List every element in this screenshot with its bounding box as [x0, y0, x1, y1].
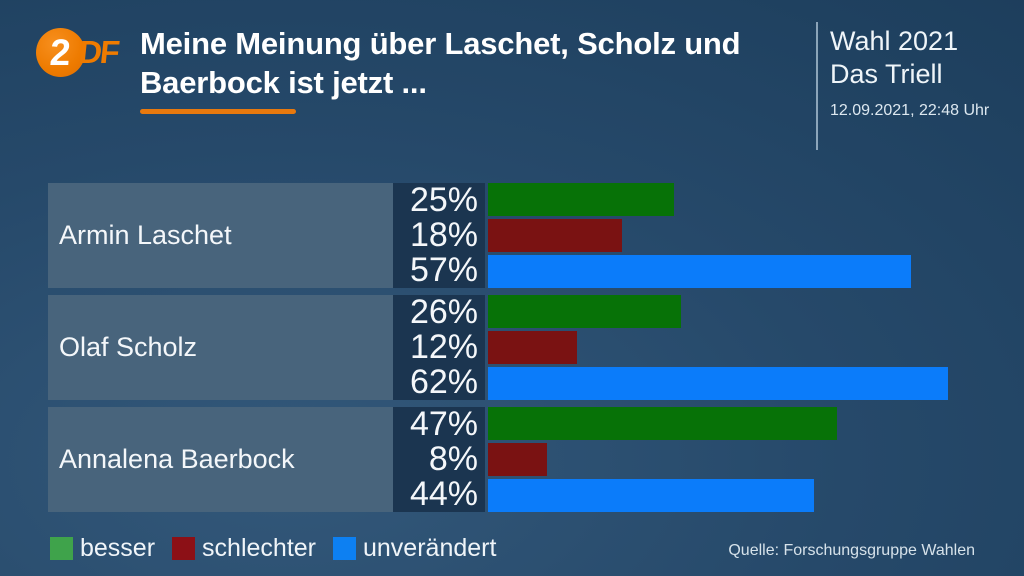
page-title: Meine Meinung über Laschet, Scholz und B… — [140, 24, 741, 102]
bar-schlechter — [488, 219, 622, 252]
chart-row: Olaf Scholz 26% 12% 62% — [48, 295, 949, 400]
value-label-besser: 26% — [409, 293, 478, 331]
chart-row: Annalena Baerbock 47% 8% 44% — [48, 407, 948, 512]
value-column: 47% 8% 44% — [393, 407, 485, 512]
bar-schlechter — [488, 443, 548, 476]
bar-group — [488, 407, 837, 512]
candidate-name: Armin Laschet — [59, 220, 232, 250]
program-name-line-2: Das Triell — [830, 59, 943, 89]
header-divider — [816, 22, 818, 150]
title-line-2: Baerbock ist jetzt ... — [140, 65, 427, 100]
bar-schlechter — [488, 331, 578, 364]
bar-unverändert — [488, 367, 949, 400]
chart-rows: Armin Laschet 25% 18% 57% Olaf Scholz 26% 12% 6… — [48, 183, 949, 512]
program-info: Wahl 2021 Das Triell 12.09.2021, 22:48 U… — [830, 25, 989, 120]
program-name-line-1: Wahl 2021 — [830, 26, 959, 56]
candidate-label-box: Annalena Baerbock — [48, 407, 393, 512]
zdf-logo: 2 DF — [36, 28, 120, 77]
bar-group — [488, 183, 911, 288]
legend-label: schlechter — [202, 534, 316, 562]
zdf-logo-circle-icon: 2 — [36, 28, 85, 77]
title-underline — [140, 109, 296, 114]
value-label-unverändert: 57% — [409, 251, 478, 289]
bar-chart: Armin Laschet 25% 18% 57% Olaf Scholz 26% 12% 6… — [48, 183, 949, 519]
legend: besser schlechter unverändert — [50, 534, 496, 563]
legend-swatch-schlechter — [172, 537, 196, 560]
candidate-name: Olaf Scholz — [59, 332, 198, 362]
value-column: 26% 12% 62% — [393, 295, 485, 400]
value-label-unverändert: 44% — [409, 475, 478, 513]
title-line-1: Meine Meinung über Laschet, Scholz und — [140, 26, 741, 61]
bar-unverändert — [488, 479, 815, 512]
bar-besser — [488, 183, 674, 216]
value-label-schlechter: 18% — [409, 216, 478, 254]
legend-item: unverändert — [333, 534, 496, 563]
legend-label: unverändert — [363, 534, 497, 562]
legend-swatch-unverändert — [333, 537, 356, 560]
value-label-schlechter: 8% — [428, 440, 478, 478]
value-column: 25% 18% 57% — [393, 183, 485, 288]
bar-besser — [488, 407, 837, 440]
candidate-name: Annalena Baerbock — [59, 444, 295, 474]
value-label-schlechter: 12% — [409, 328, 478, 366]
legend-item: besser — [50, 534, 155, 563]
legend-label: besser — [80, 534, 156, 562]
broadcast-timestamp: 12.09.2021, 22:48 Uhr — [830, 102, 990, 119]
zdf-logo-letters: DF — [77, 34, 120, 70]
bar-unverändert — [488, 255, 911, 288]
candidate-label-box: Olaf Scholz — [48, 295, 393, 400]
value-label-besser: 47% — [409, 405, 478, 443]
bar-group — [488, 295, 949, 400]
bar-besser — [488, 295, 681, 328]
candidate-label-box: Armin Laschet — [48, 183, 393, 288]
chart-row: Armin Laschet 25% 18% 57% — [48, 183, 948, 288]
legend-item: schlechter — [172, 534, 316, 563]
zdf-logo-digit: 2 — [48, 32, 73, 73]
value-label-unverändert: 62% — [409, 363, 478, 401]
legend-swatch-besser — [50, 537, 73, 560]
source-credit: Quelle: Forschungsgruppe Wahlen — [728, 542, 975, 559]
value-label-besser: 25% — [409, 181, 478, 219]
